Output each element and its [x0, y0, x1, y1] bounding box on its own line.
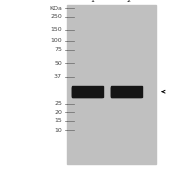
Bar	[67, 5, 156, 164]
Text: 10: 10	[54, 128, 62, 133]
Bar	[72, 87, 102, 96]
Text: 15: 15	[54, 118, 62, 123]
Text: 2: 2	[126, 0, 130, 3]
Bar	[72, 86, 103, 97]
Text: 100: 100	[50, 38, 62, 43]
Bar	[72, 87, 102, 97]
Text: 37: 37	[54, 74, 62, 79]
Bar	[111, 87, 141, 96]
Text: 1: 1	[90, 0, 94, 3]
Bar	[73, 88, 101, 95]
Bar	[112, 88, 140, 96]
Text: KDa: KDa	[49, 6, 62, 11]
Text: 250: 250	[50, 14, 62, 19]
Bar	[112, 87, 141, 96]
Bar	[73, 88, 101, 96]
Text: 150: 150	[50, 27, 62, 32]
Bar	[111, 87, 141, 97]
Text: 50: 50	[54, 61, 62, 66]
Bar	[112, 88, 140, 95]
Text: 75: 75	[54, 47, 62, 52]
Text: 20: 20	[54, 110, 62, 115]
Bar	[73, 87, 102, 96]
Bar	[111, 86, 142, 97]
Text: 25: 25	[54, 101, 62, 106]
